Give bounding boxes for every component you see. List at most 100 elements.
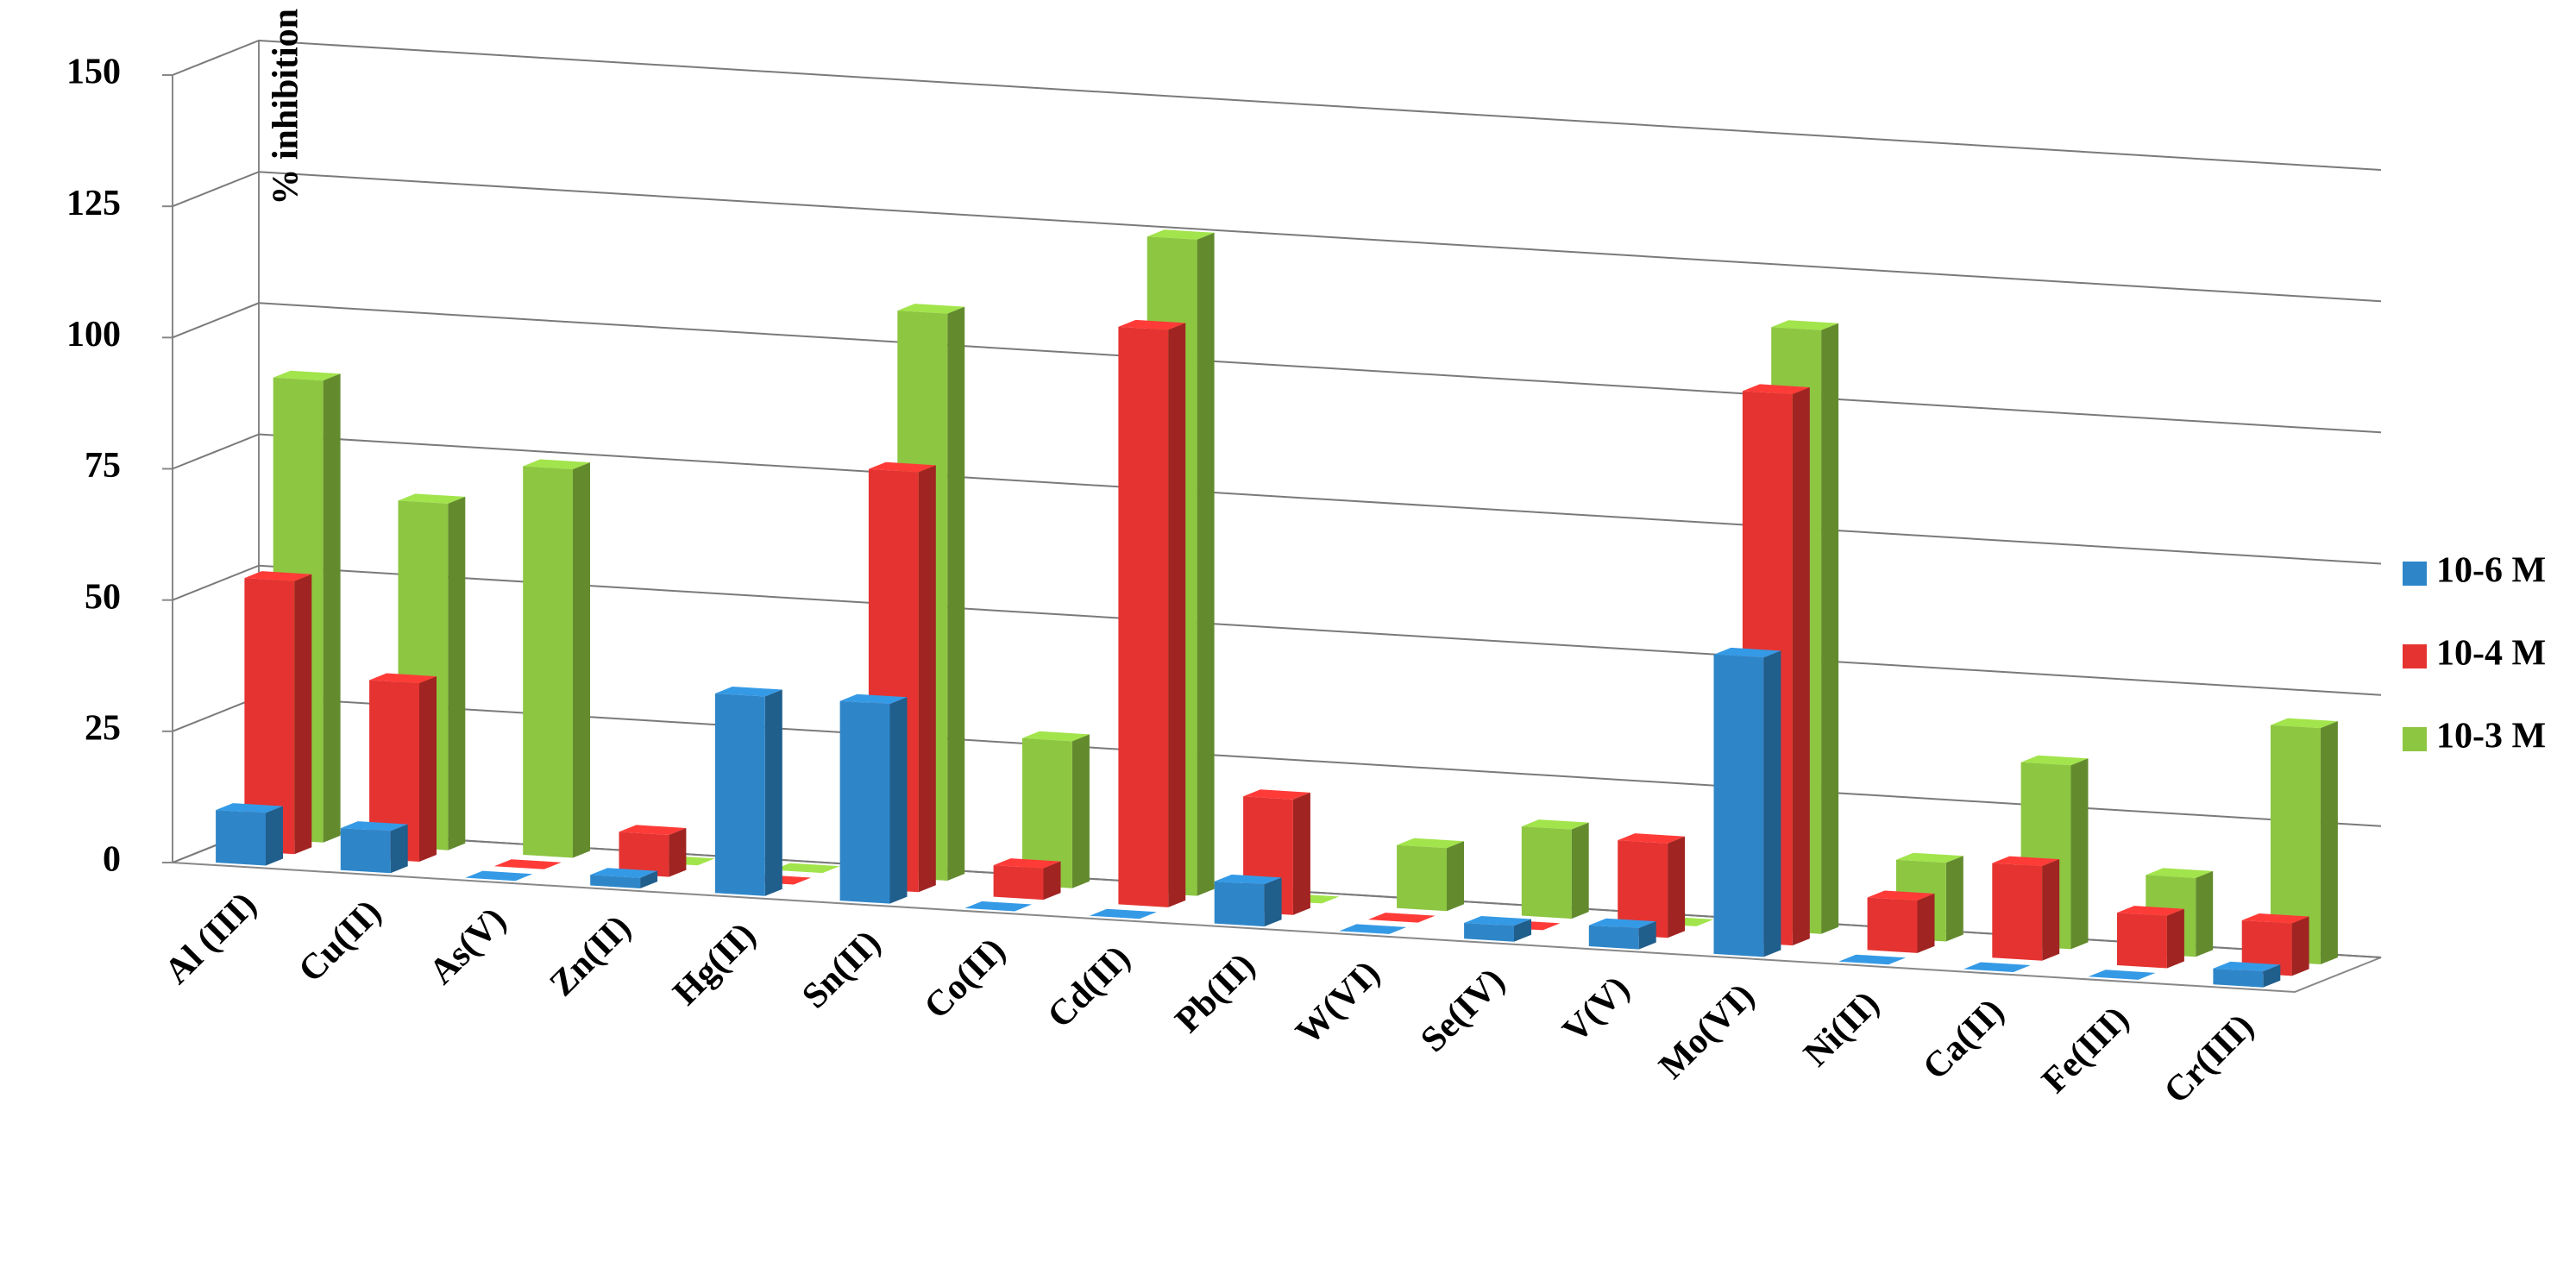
bar-side [1821,323,1839,934]
legend-label: 10-3 M [2436,717,2546,756]
bar-front [1618,840,1668,938]
bar-front [1397,844,1447,912]
bar-top [2271,718,2338,729]
bar [369,673,437,862]
bar-side [1945,856,1963,942]
bar-top [465,870,533,882]
bar [993,858,1061,901]
x-tick-label: Cu(II) [292,893,389,990]
bar-top [619,825,687,835]
bar-side [1447,841,1464,912]
bar [1339,924,1407,934]
bar-top [1713,647,1781,658]
grid-line [172,171,2382,303]
legend-swatch [2403,644,2427,668]
bar [1588,918,1656,950]
bar-front [839,700,890,904]
bar-top [897,304,965,314]
bar-top [839,693,908,705]
bar-side [889,697,908,904]
bar [216,803,283,866]
bar-top [1214,874,1282,885]
bar-side [2263,964,2281,988]
bar-top [1963,962,2031,972]
bar-front [619,832,669,877]
legend-swatch [2403,727,2427,751]
bar-side [1763,650,1781,957]
bar-front [244,578,295,855]
bar [465,870,533,882]
bar-top [1618,833,1686,844]
bar [523,459,590,858]
bar-side [1168,323,1186,907]
bar-top [2117,906,2184,916]
y-tick-label: 25 [85,708,121,748]
bar-side [2320,721,2338,964]
bar-side [266,806,283,866]
bar-top [1022,731,1090,742]
bar-front [1022,737,1072,888]
x-tick-label: Cr(III) [2157,1007,2262,1112]
bar-front [1521,826,1572,919]
bar-front [1214,881,1265,927]
bar-side [419,676,437,862]
bar-top [1397,838,1464,849]
bar-side [669,828,687,877]
bar-top [2146,868,2214,878]
x-tick-label: Ni(II) [1796,983,1887,1074]
x-tick-label: Pb(II) [1168,945,1263,1040]
bar-front [590,875,641,888]
bar-top [1118,319,1186,330]
bar [590,868,658,888]
bar [2213,961,2281,988]
bar [1397,838,1464,912]
bar-front [1713,654,1764,957]
bar [1867,890,1935,953]
bar-top [216,803,283,813]
bar-front [993,865,1044,901]
bar-side [294,574,312,855]
bar [1838,954,1907,965]
bar-top [1742,384,1810,394]
bar [772,863,840,874]
bar-side [2042,859,2060,961]
bar-top [2088,970,2156,980]
bar-side [390,824,408,874]
bar-top [1838,954,1907,965]
bar-top [1588,918,1656,929]
bar [2241,913,2309,976]
bar-front [2241,920,2292,976]
bar [619,825,687,877]
bar-top [273,370,341,381]
bar-top [1243,789,1310,800]
bar [1118,319,1186,907]
bar-top [1090,908,1157,919]
x-tick-label: As(V) [422,900,514,992]
bar [1521,819,1589,919]
bar-side [947,306,965,882]
bar-top [2213,961,2281,972]
bar-front [1867,897,1918,953]
bar-top [714,687,782,697]
bar-top [2241,913,2309,924]
bar [2271,718,2338,964]
bar-top [523,459,590,470]
bar-side [1197,232,1215,896]
bar [2117,906,2184,969]
bar-side [1264,877,1282,927]
bar-top [993,858,1061,869]
bar-front [1464,923,1514,942]
x-tick-label: V(V) [1555,969,1637,1051]
bar-side [573,462,590,858]
bar-side [640,870,658,888]
bar-side [1571,822,1589,919]
grid-line [172,39,2382,171]
grid-line [172,433,2382,565]
bar [1618,833,1686,938]
bar-front [216,810,266,866]
bar-front [369,680,419,862]
bar-top [1464,916,1531,926]
bar-top [868,461,936,473]
bar-top [964,901,1033,912]
